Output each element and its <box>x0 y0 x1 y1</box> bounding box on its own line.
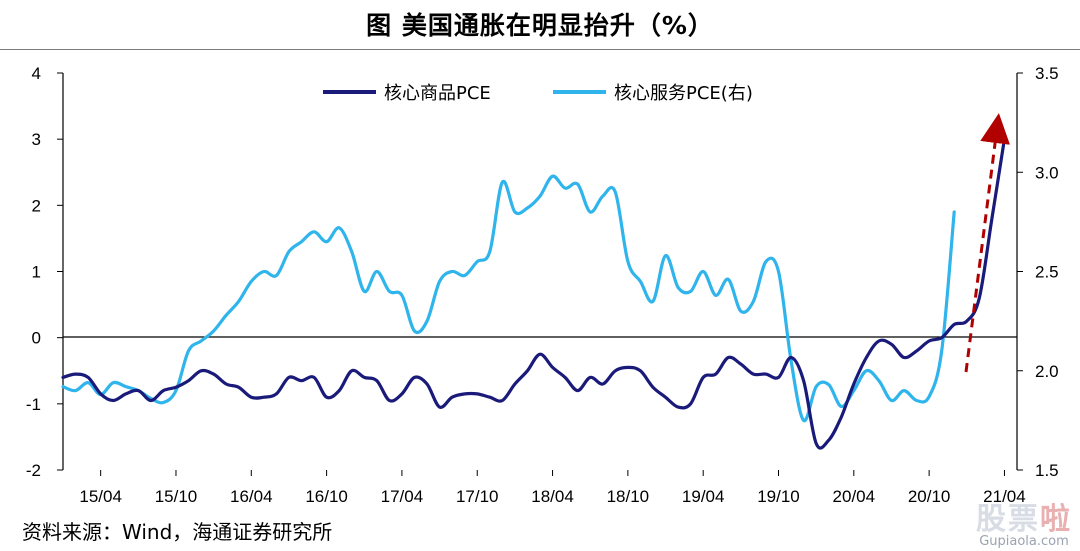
legend-label-services: 核心服务PCE(右) <box>614 83 753 104</box>
x-tick-label: 20/10 <box>908 487 951 506</box>
right-tick-label: 3.0 <box>1035 163 1059 182</box>
title-divider <box>0 49 1080 50</box>
series-lines <box>61 137 1006 450</box>
legend: 核心商品PCE 核心服务PCE(右) <box>323 83 753 104</box>
x-tick-label: 20/04 <box>833 487 876 506</box>
legend-label-goods: 核心商品PCE <box>384 83 491 104</box>
x-tick-label: 19/10 <box>757 487 800 506</box>
right-tick-label: 2.5 <box>1035 263 1059 282</box>
right-y-axis-ticks: 1.5 2.0 2.5 3.0 3.5 <box>1017 64 1059 480</box>
x-axis-ticks: 15/04 15/10 16/04 16/10 17/04 17/10 18/04 18/10… <box>79 470 1026 506</box>
left-tick-label: -2 <box>26 461 41 480</box>
x-tick-label: 18/04 <box>531 487 574 506</box>
right-tick-label: 2.0 <box>1035 362 1059 381</box>
chart-title: 图 美国通胀在明显抬升（%） <box>366 11 714 40</box>
x-tick-label: 16/10 <box>305 487 348 506</box>
series-line-services <box>61 174 956 423</box>
watermark-text-a: 股票 <box>976 502 1040 537</box>
trend-arrow <box>964 113 1010 373</box>
x-tick-label: 16/04 <box>230 487 273 506</box>
x-tick-label: 17/10 <box>456 487 499 506</box>
watermark-url: Gupiaola.com <box>979 534 1069 549</box>
x-tick-label: 21/04 <box>983 487 1026 506</box>
watermark-text-b: 啦 <box>1040 502 1072 537</box>
left-tick-label: -1 <box>26 395 41 414</box>
x-tick-label: 15/04 <box>79 487 122 506</box>
left-tick-label: 2 <box>32 196 41 215</box>
left-y-axis-ticks: -2 -1 0 1 2 3 4 <box>26 64 63 480</box>
right-tick-label: 3.5 <box>1035 64 1059 83</box>
watermark-logo: 股票啦 Gupiaola.com <box>976 494 1072 549</box>
x-tick-label: 15/10 <box>155 487 198 506</box>
left-tick-label: 0 <box>32 329 41 348</box>
left-tick-label: 4 <box>32 64 41 83</box>
x-tick-label: 18/10 <box>607 487 650 506</box>
right-tick-label: 1.5 <box>1035 461 1059 480</box>
x-tick-label: 17/04 <box>381 487 424 506</box>
source-note: 资料来源：Wind，海通证券研究所 <box>22 520 333 544</box>
x-tick-label: 19/04 <box>682 487 725 506</box>
left-tick-label: 3 <box>32 130 41 149</box>
left-tick-label: 1 <box>32 263 41 282</box>
series-line-goods <box>61 137 1006 450</box>
